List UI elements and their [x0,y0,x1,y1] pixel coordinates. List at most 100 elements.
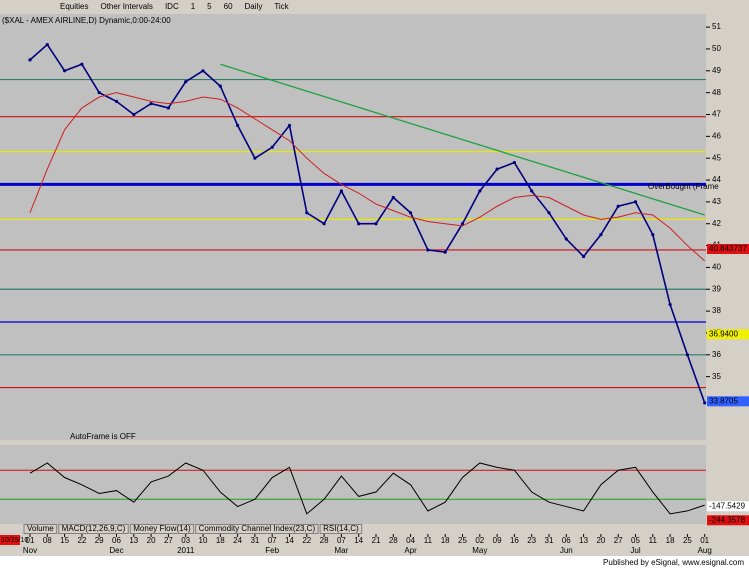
price-point [703,401,707,405]
y-tick-label: 47 [712,110,721,119]
x-tick-label: 14 [354,536,363,545]
osc-label-box [707,515,749,526]
toolbar-item[interactable]: Equities [60,2,88,11]
tab-frame [195,524,319,534]
toolbar-item[interactable]: IDC [165,2,179,11]
y-tick-label: 48 [712,88,721,97]
y-tick-label: 49 [712,66,721,75]
y-tick-label: 38 [712,306,721,315]
x-tick-label: 04 [406,536,415,545]
x-tick-label: 01 [700,536,709,545]
price-point [357,222,361,226]
indicator-tab[interactable]: MACD(12,26,9,C) [62,524,126,533]
y-tick-label: 42 [712,219,721,228]
price-point [668,302,672,307]
x-tick-label: 18 [666,536,675,545]
indicator-tab[interactable]: Volume [27,524,54,533]
month-label: Jul [630,546,640,555]
x-tick-label: 08 [43,536,52,545]
x-tick-label: 20 [147,536,156,545]
price-label: 36.9400 [709,329,738,338]
cursor-date: 10/25/10 [1,537,28,544]
indicator-tab[interactable]: RSI(14,C) [323,524,359,533]
y-tick-label: 43 [712,197,721,206]
osc-label: -244.3578 [709,515,746,524]
price-point [530,189,534,193]
x-tick-label: 27 [614,536,623,545]
price-pane [0,14,706,440]
price-point [218,84,222,88]
date-axis [0,534,749,556]
price-point [149,101,153,106]
price-point [166,106,170,110]
y-tick-label: 36 [712,350,721,359]
y-tick-label: 35 [712,372,721,381]
chart-title: ($XAL - AMEX AIRLINE,D) Dynamic,0:00-24:… [2,16,171,25]
x-tick-label: 03 [181,536,190,545]
price-point [426,248,430,252]
toolbar-item[interactable]: Other Intervals [100,2,152,11]
annotation: AutoFrame is OFF [70,432,136,441]
toolbar-item[interactable]: 1 [191,2,196,11]
month-label: Apr [404,546,417,555]
price-point [460,222,465,226]
x-tick-label: 22 [302,536,311,545]
month-label: Feb [265,546,279,555]
price-point [564,237,568,241]
x-tick-label: 29 [95,536,104,545]
osc-label-box [707,501,749,512]
price-point [80,62,84,66]
toolbar-item[interactable]: Daily [245,2,263,11]
x-tick-label: 13 [579,536,588,545]
tab-frame [129,524,195,534]
x-tick-label: 28 [320,536,329,545]
x-tick-label: 05 [631,536,640,545]
x-tick-label: 21 [372,536,381,545]
month-label: Aug [698,546,712,555]
x-tick-label: 11 [649,536,658,545]
price-axis [706,14,749,524]
indicator-tab[interactable]: Money Flow(14) [133,524,191,533]
toolbar-item[interactable]: Tick [274,2,289,11]
x-tick-label: 14 [285,536,294,545]
price-point [287,123,292,128]
x-tick-label: 09 [493,536,502,545]
y-tick-label: 40 [712,263,721,272]
month-label: 2011 [177,546,195,555]
price-label-box [707,396,749,407]
price-line [29,43,706,404]
x-tick-label: 16 [510,536,519,545]
cursor-date-box [0,535,20,545]
x-tick-label: 27 [164,536,173,545]
footer: Published by eSignal, www.esignal.com [603,558,744,567]
x-tick-label: 07 [337,536,346,545]
footer-bar [0,556,749,570]
x-tick-label: 15 [60,536,69,545]
month-label: Dec [109,546,123,555]
x-tick-label: 07 [268,536,277,545]
price-point [443,250,447,254]
price-point [651,233,655,237]
toolbar-item[interactable]: 5 [207,2,212,11]
oscillator-pane [0,445,706,524]
x-tick-label: 18 [216,536,225,545]
x-tick-label: 10 [199,536,208,545]
indicator-tab[interactable]: Commodity Channel Index(23,C) [199,524,316,533]
x-tick-label: 25 [458,536,467,545]
toolbar-item[interactable]: 60 [224,2,233,11]
tab-frame [23,524,58,534]
month-label: Nov [23,546,37,555]
x-tick-label: 31 [545,536,554,545]
price-point [547,211,551,215]
price-point [253,156,257,160]
price-point [616,204,620,208]
x-tick-label: 01 [26,536,35,545]
price-point [97,91,101,95]
price-point [685,353,690,357]
price-point [305,211,309,215]
price-point [339,189,343,193]
price-point [270,145,274,149]
price-label: 33.8705 [709,396,738,405]
x-tick-label: 31 [250,536,259,545]
x-tick-label: 22 [77,536,86,545]
